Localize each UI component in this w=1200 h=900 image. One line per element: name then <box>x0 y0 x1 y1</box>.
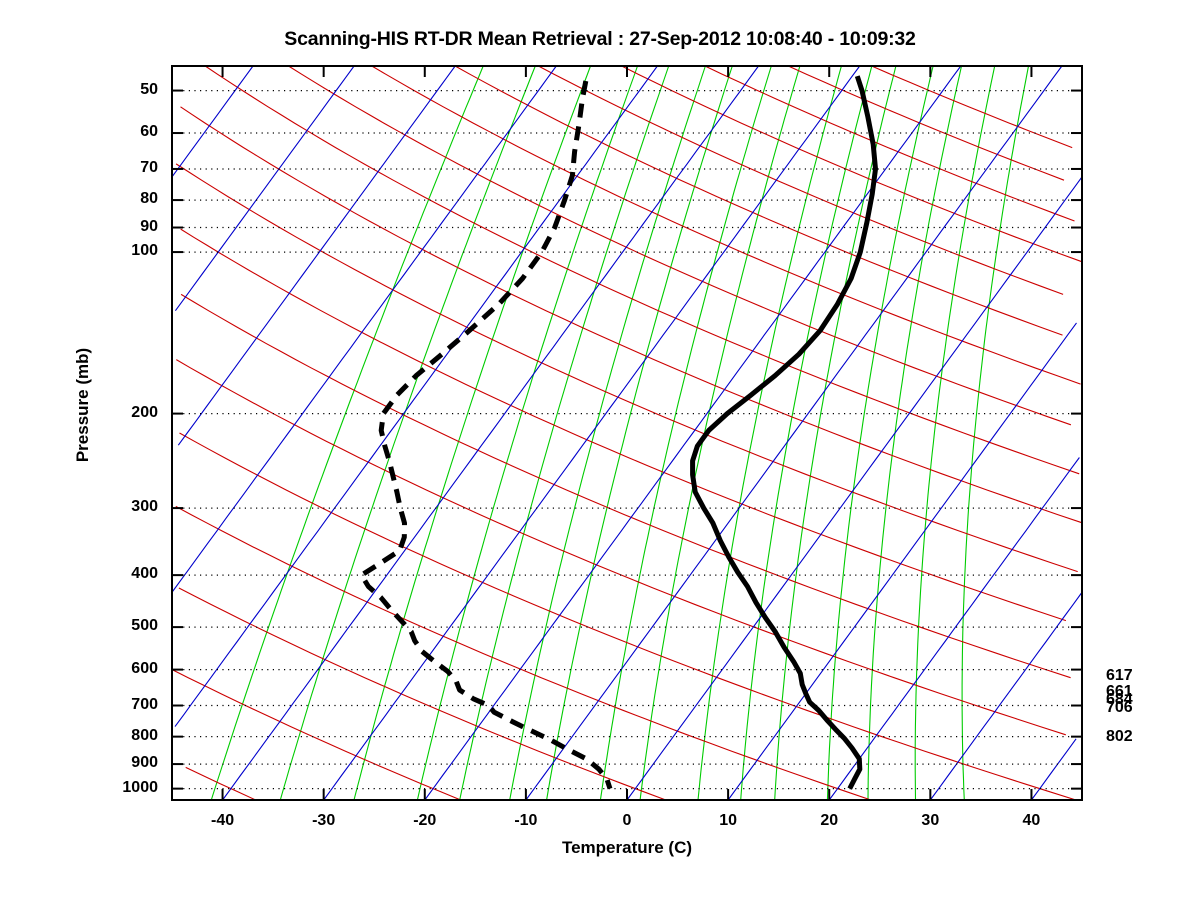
x-tick-label: 40 <box>1022 812 1041 829</box>
y-tick-label: 700 <box>131 695 158 713</box>
y-tick-label: 50 <box>140 80 158 98</box>
y-tick-label: 600 <box>131 659 158 677</box>
y-tick-label: 100 <box>131 242 158 260</box>
dry-adiabat-lines <box>171 65 1082 801</box>
y-tick-label: 70 <box>140 158 158 176</box>
mixing-ratio-lines <box>210 65 1030 801</box>
y-tick-label: 60 <box>140 123 158 141</box>
x-axis-title: Temperature (C) <box>561 838 693 857</box>
right-annotation-label: 661 <box>1106 683 1133 701</box>
y-tick-label: 300 <box>131 498 158 516</box>
y-tick-label: 1000 <box>122 778 158 796</box>
x-tick-label: -10 <box>514 812 538 829</box>
dewpoint-trace <box>359 80 613 790</box>
temperature-trace <box>690 75 878 790</box>
isotherm-lines <box>171 65 1084 801</box>
y-tick-label: 200 <box>131 403 158 421</box>
right-annotation-label: 706 <box>1106 698 1133 716</box>
x-tick-label: -20 <box>413 812 437 829</box>
x-tick-label: 20 <box>820 812 839 829</box>
y-tick-label: 800 <box>131 726 158 744</box>
y-tick-label: 500 <box>131 617 158 635</box>
x-tick-label: 0 <box>622 812 632 829</box>
y-tick-label: 400 <box>131 565 158 583</box>
axis-ticks <box>172 66 1082 800</box>
chart-title: Scanning-HIS RT-DR Mean Retrieval : 27-S… <box>284 28 916 50</box>
y-tick-label: 80 <box>140 190 158 208</box>
x-tick-label: 30 <box>921 812 940 829</box>
y-tick-label: 900 <box>131 754 158 772</box>
x-tick-label: -30 <box>312 812 336 829</box>
right-annotation-label: 684 <box>1106 691 1133 709</box>
x-tick-label: 10 <box>719 812 737 829</box>
x-tick-label: -40 <box>210 812 235 829</box>
right-annotation-label: 802 <box>1106 728 1133 746</box>
y-tick-label: 90 <box>140 217 158 235</box>
isobar-gridlines <box>172 89 1082 790</box>
right-annotation-label: 617 <box>1106 667 1133 685</box>
plot-frame <box>171 65 1083 801</box>
